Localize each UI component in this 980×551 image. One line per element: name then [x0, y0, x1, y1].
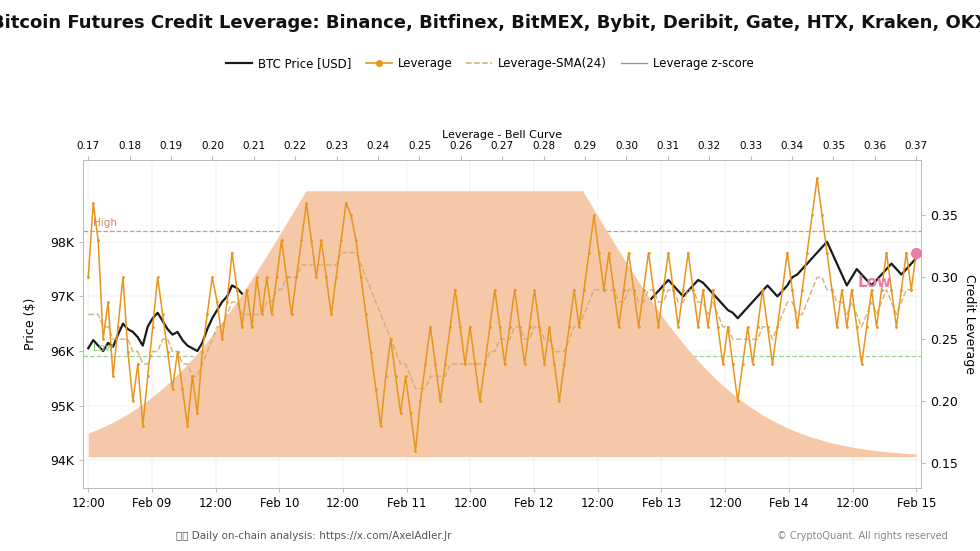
Text: High: High	[93, 218, 118, 228]
Text: Low: Low	[93, 343, 114, 353]
Text: © CryptoQuant. All rights reserved: © CryptoQuant. All rights reserved	[777, 531, 948, 541]
Y-axis label: Price ($): Price ($)	[24, 298, 37, 350]
Text: Low: Low	[858, 275, 892, 290]
X-axis label: Leverage - Bell Curve: Leverage - Bell Curve	[442, 130, 563, 140]
Text: cryptoquant: cryptoquant	[425, 314, 579, 334]
Legend: BTC Price [USD], Leverage, Leverage-SMA(24), Leverage z-score: BTC Price [USD], Leverage, Leverage-SMA(…	[221, 53, 759, 75]
Y-axis label: Credit Leverage: Credit Leverage	[962, 274, 976, 374]
Text: 🔚🏄 Daily on-chain analysis: https://x.com/AxelAdler.Jr: 🔚🏄 Daily on-chain analysis: https://x.co…	[175, 531, 452, 541]
Text: Bitcoin Futures Credit Leverage: Binance, Bitfinex, BitMEX, Bybit, Deribit, Gate: Bitcoin Futures Credit Leverage: Binance…	[0, 14, 980, 32]
